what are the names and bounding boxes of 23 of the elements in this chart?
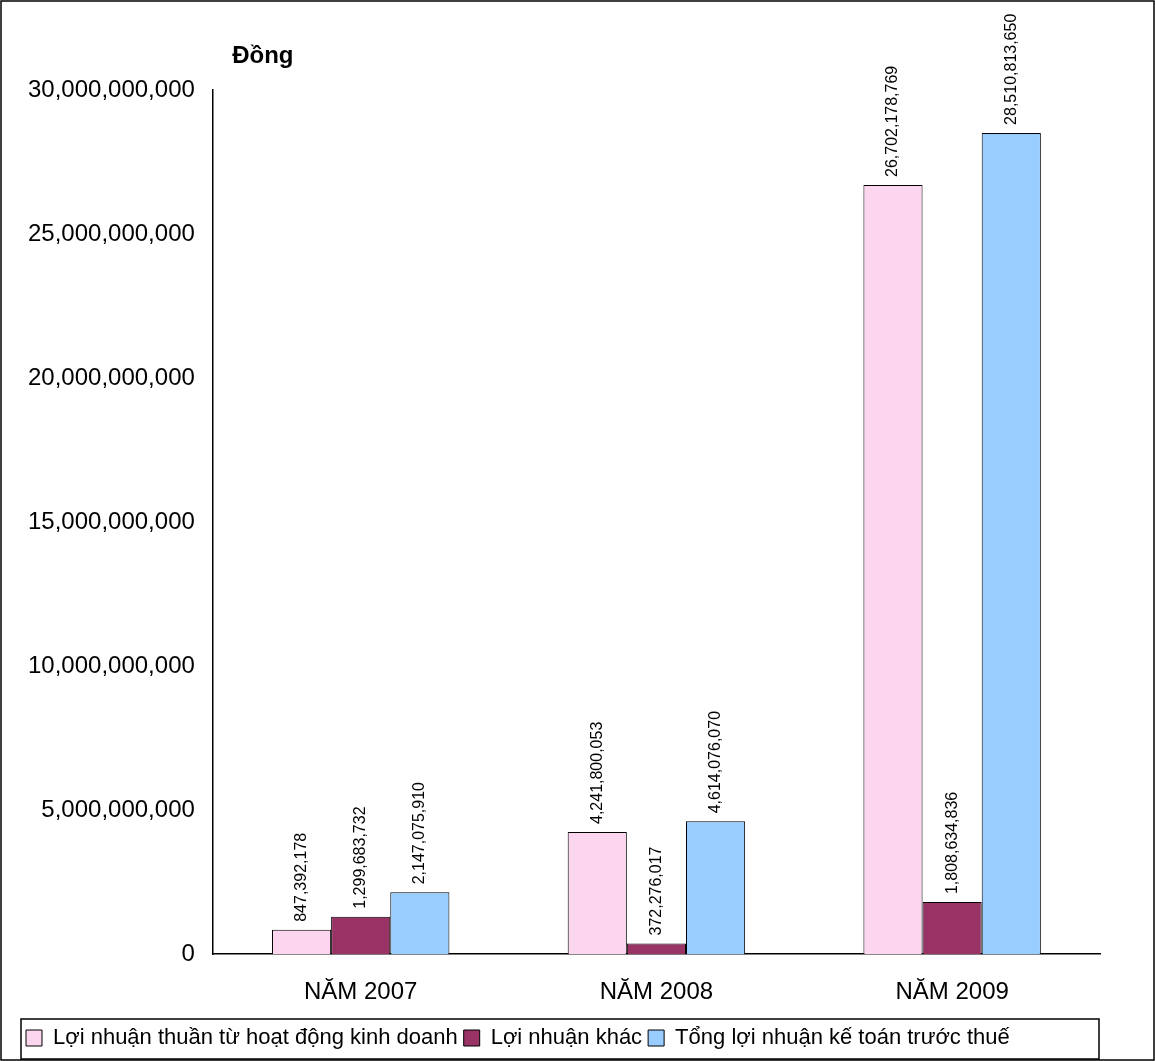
data-label: 4,614,076,070 <box>705 710 723 814</box>
x-tick-label: NĂM 2007 <box>303 977 418 1005</box>
x-tick-label: NĂM 2008 <box>599 977 714 1005</box>
data-label: 2,147,075,910 <box>410 781 428 885</box>
data-label: 847,392,178 <box>291 832 309 922</box>
legend-label: Lợi nhuận khác <box>490 1024 643 1050</box>
y-tick-label: 30,000,000,000 <box>28 74 195 102</box>
y-axis-title: Đồng <box>232 40 294 68</box>
y-tick-label: 25,000,000,000 <box>28 218 195 246</box>
data-label: 372,276,017 <box>646 846 664 936</box>
y-tick-label: 10,000,000,000 <box>28 650 195 678</box>
legend-label: Tổng lợi nhuận kế toán trước thuế <box>675 1024 1010 1050</box>
data-label: 1,299,683,732 <box>351 806 369 909</box>
y-tick-label: 0 <box>181 938 195 966</box>
legend-label: Lợi nhuận thuần từ hoạt động kinh doanh <box>53 1024 458 1050</box>
data-label: 26,702,178,769 <box>883 65 901 177</box>
y-tick-label: 5,000,000,000 <box>41 794 195 822</box>
y-tick-label: 20,000,000,000 <box>28 362 195 390</box>
x-tick-label: NĂM 2009 <box>895 977 1009 1005</box>
data-label: 1,808,634,836 <box>942 791 960 895</box>
data-label: 28,510,813,650 <box>1001 13 1019 125</box>
y-tick-label: 15,000,000,000 <box>28 506 195 534</box>
data-label: 4,241,800,053 <box>587 721 605 825</box>
